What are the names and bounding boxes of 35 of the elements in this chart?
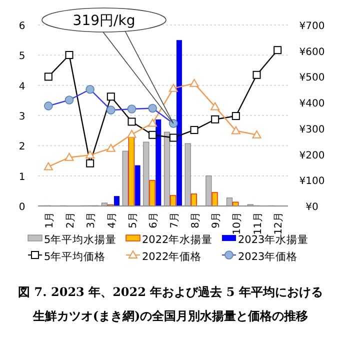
x-tick-label: 3月 <box>86 212 98 228</box>
legend-label: 5年平均価格 <box>44 251 106 263</box>
x-tick-label: 2月 <box>65 212 76 228</box>
legend-label: 2023年水揚量 <box>238 233 309 246</box>
y2-tick-label: ¥200 <box>299 150 325 162</box>
text: 図 7. 2023 年、2022 年および過去 5 年平均における生鮮カツオ(まき網)の全国月別水揚量と価格の推移 <box>18 285 323 323</box>
y2-tick-label: ¥100 <box>299 176 325 188</box>
y-tick-label: 5 <box>18 51 26 62</box>
x-tick-label: 4月 <box>106 212 118 228</box>
y-tick-label: 2 <box>18 142 26 153</box>
y2-tick-label: ¥400 <box>299 98 325 110</box>
x-tick-label: 12月 <box>274 212 285 235</box>
x-tick-label: 6月 <box>148 212 160 228</box>
x-tick-label: 1月 <box>44 212 56 228</box>
y-tick-label: 1 <box>18 172 26 183</box>
x-tick-label: 11月 <box>252 212 264 235</box>
y2-tick-label: ¥600 <box>299 46 325 58</box>
x-tick-label: 10月 <box>232 212 243 235</box>
legend-label: 2022年水揚量 <box>142 233 213 246</box>
y-tick-label: 4 <box>18 81 26 92</box>
y-tick-label: 6 <box>18 21 26 32</box>
x-tick-label: 9月 <box>211 212 222 228</box>
y2-tick-label: ¥0 <box>306 202 318 213</box>
y-tick-label: 3 <box>18 112 26 122</box>
x-tick-label: 5月 <box>128 212 139 228</box>
y2-tick-label: ¥700 <box>299 21 325 32</box>
x-tick-label: 8月 <box>190 212 202 228</box>
y-tick-label: 0 <box>18 202 26 213</box>
legend-label: 2022年価格 <box>142 251 202 263</box>
y2-tick-label: ¥500 <box>299 72 325 84</box>
annotation: 319円/kg <box>72 13 136 29</box>
x-tick-label: 7月 <box>169 212 180 228</box>
legend-label: 2023年価格 <box>238 251 298 263</box>
y2-tick-label: ¥300 <box>299 124 325 136</box>
legend-label: 5年平均水揚量 <box>44 233 117 246</box>
